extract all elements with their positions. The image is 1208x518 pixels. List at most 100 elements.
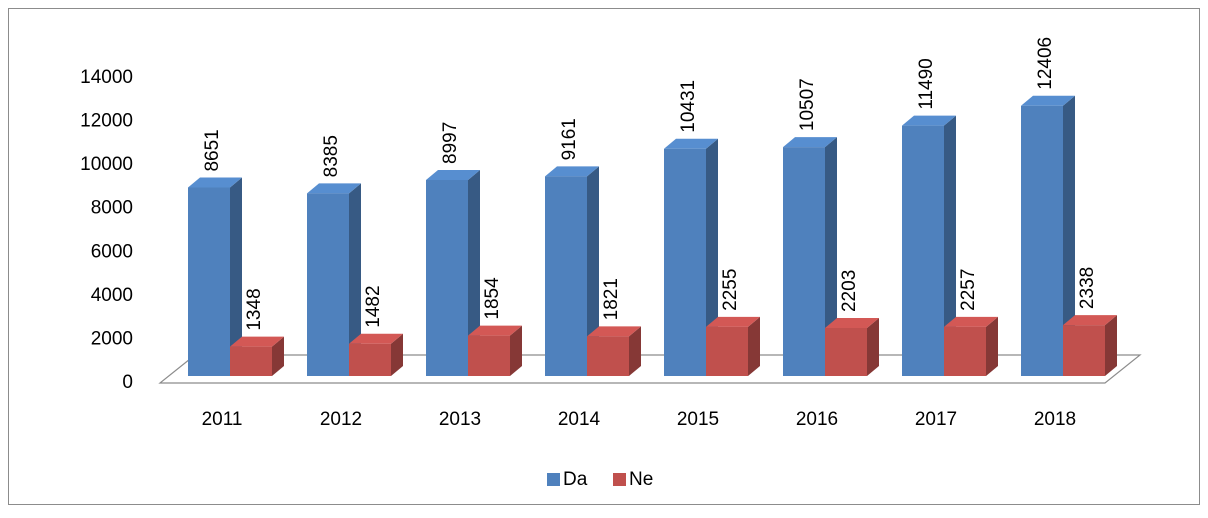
y-tick-label: 6000 [91,241,133,262]
bar-side [510,325,522,376]
bar [349,333,403,376]
bar-front [188,187,230,376]
bar-front [825,328,867,376]
x-tick-label: 2018 [1034,409,1076,430]
bar [825,318,879,376]
bar [587,326,641,376]
bar-side [825,137,837,376]
y-tick-label: 0 [122,372,133,393]
bar [783,137,837,376]
bar-top [902,115,956,126]
x-tick-label: 2012 [320,409,362,430]
x-tick-label: 2013 [439,409,481,430]
bar-front [944,326,986,376]
value-label: 8385 [321,135,342,177]
bar [902,115,956,377]
bar [230,336,284,376]
bar-front [783,147,825,376]
bar-front [587,336,629,376]
value-label: 11490 [916,58,937,109]
bar-side [349,183,361,376]
bar-top [587,326,641,337]
y-tick-label: 12000 [80,111,133,132]
bar-top [349,333,403,344]
bar-top [230,336,284,347]
value-label: 12406 [1035,37,1056,90]
bar [706,316,760,376]
y-tick-label: 4000 [91,285,133,306]
bar-front [468,335,510,376]
legend-swatch [547,473,560,486]
value-label: 1348 [244,288,265,330]
bar-side [706,138,718,376]
bar-front [307,193,349,376]
bar-front [545,176,587,376]
bar-front [706,326,748,376]
bar-side [944,115,956,377]
bar-top [545,166,599,177]
bar [1021,95,1075,376]
bar [188,177,242,376]
bar-top [307,183,361,194]
bar-top [825,318,879,329]
bar [468,325,522,376]
bar-top [468,325,522,336]
bar-top [944,316,998,327]
x-tick-label: 2017 [915,409,957,430]
bar [1063,315,1117,376]
bar-top [1021,95,1075,106]
legend-label: Ne [629,469,653,490]
value-label: 8997 [440,122,461,164]
bar-side [986,316,998,376]
value-label: 1821 [601,278,622,320]
bar-top [706,316,760,327]
bar-side [867,318,879,376]
bar-top [426,169,480,180]
y-tick-label: 10000 [80,154,133,175]
bar-side [391,333,403,376]
bar-side [587,166,599,376]
y-tick-label: 14000 [80,67,133,88]
x-tick-label: 2016 [796,409,838,430]
bar-side [272,336,284,376]
bar-front [1063,325,1105,376]
chart-frame [8,8,1200,505]
bar-top [188,177,242,188]
value-label: 9161 [559,118,580,160]
bar-top [664,138,718,149]
bar-front [349,343,391,376]
floor [158,354,1142,384]
value-label: 2257 [958,269,979,311]
bar [426,169,480,376]
x-tick-label: 2014 [558,409,601,430]
bar-side [468,169,480,376]
bar-front [230,346,272,376]
bar-side [230,177,242,376]
bar-front [426,179,468,376]
value-label: 1854 [482,277,503,320]
legend-label: Da [563,469,588,490]
x-tick-label: 2011 [202,409,243,430]
value-label: 1482 [363,285,384,327]
value-label: 2338 [1077,267,1098,309]
bar-side [1063,95,1075,376]
bar [307,183,361,376]
value-label: 2203 [839,270,860,312]
value-label: 10507 [797,78,818,131]
bar [664,138,718,376]
bar-side [629,326,641,376]
bar-side [748,316,760,376]
bar [545,166,599,376]
bar [944,316,998,376]
bar-side [1105,315,1117,376]
bar-front [902,125,944,376]
bar-top [1063,315,1117,326]
legend-swatch [613,473,626,486]
y-tick-label: 2000 [91,328,133,349]
y-tick-label: 8000 [91,198,133,219]
value-label: 10431 [678,80,699,133]
value-label: 8651 [202,129,223,171]
bar-front [664,148,706,376]
bar-front [1021,105,1063,376]
